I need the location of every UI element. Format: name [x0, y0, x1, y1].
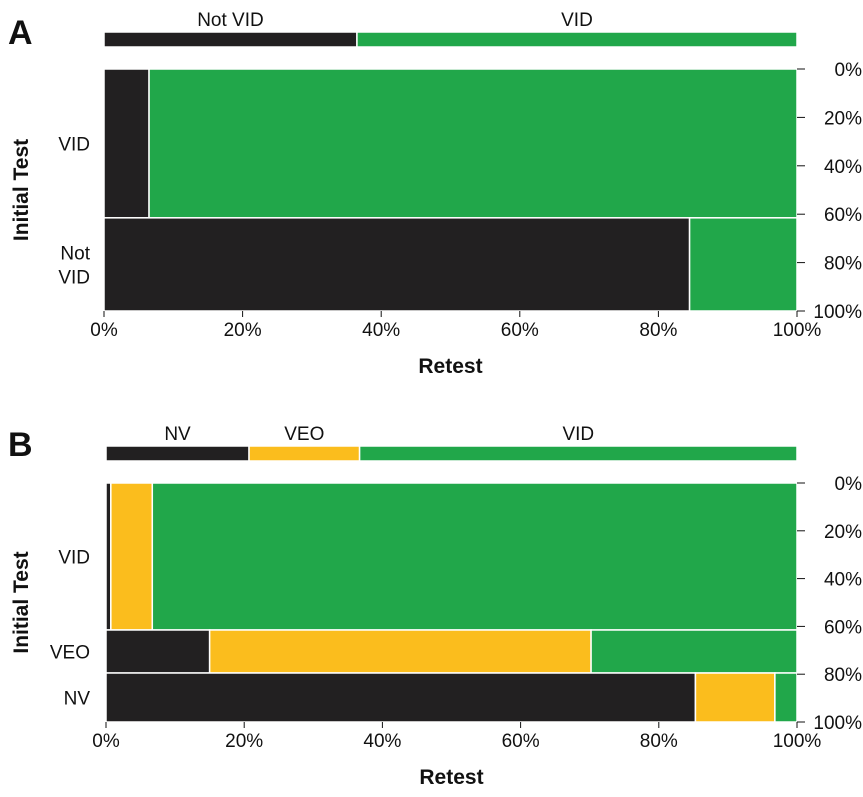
- panel-b-x-tick-label: 100%: [773, 731, 822, 752]
- panel-a-x-tick-label: 40%: [362, 320, 400, 341]
- panel-b-x-tick-label: 0%: [92, 731, 120, 752]
- panel-b-row-label: VID: [58, 547, 90, 568]
- panel-b-x-tick-label: 20%: [225, 731, 263, 752]
- panel-a-marginal-bar-not-vid: [103, 31, 358, 48]
- panel-a-tile-row1-col0: [103, 217, 691, 312]
- panel-a-tile-row1-col1: [688, 217, 798, 312]
- panel-b-tile-row0-col2: [151, 482, 798, 631]
- panel-b-y-tick-label: 100%: [813, 713, 862, 734]
- panel-b-tile-row1-col0: [105, 629, 211, 674]
- panel-a-tile-row0-col1: [148, 68, 798, 219]
- panel-a-y-axis-title: Initial Test: [10, 139, 33, 241]
- panel-b-y-tick-label: 40%: [824, 570, 862, 591]
- panel-b-marginal-bar-vid: [358, 445, 798, 462]
- panel-a-letter: A: [8, 14, 33, 52]
- panel-b-tile-row1-col1: [208, 629, 592, 674]
- panel-b-marginal-bar-veo: [248, 445, 361, 462]
- panel-a-x-axis-title: Retest: [418, 355, 482, 378]
- panel-a-x-tick-label: 60%: [501, 320, 539, 341]
- panel-b-x-tick-label: 80%: [640, 731, 678, 752]
- panel-a-marginal-bar-vid: [356, 31, 798, 48]
- panel-b-y-tick-label: 80%: [824, 665, 862, 686]
- panel-a-tile-row0-col0: [103, 68, 150, 219]
- panel-b-tile-row0-col1: [110, 482, 154, 631]
- panel-b-tile-row1-col2: [590, 629, 798, 674]
- panel-b-tile-row2-col1: [694, 672, 776, 723]
- panel-b-row-label: NV: [64, 689, 91, 710]
- panel-b-x-tick-label: 40%: [363, 731, 401, 752]
- panel-a-row-label: Not: [60, 243, 90, 264]
- panel-a-y-tick-label: 100%: [813, 302, 862, 323]
- panel-b-marginal-bar-nv: [105, 445, 250, 462]
- panel-a-y-tick-label: 0%: [835, 60, 863, 81]
- panel-a-x-tick-label: 0%: [90, 320, 118, 341]
- panel-b-marginal-label: VEO: [284, 424, 324, 445]
- panel-b-marginal-label: NV: [164, 424, 191, 445]
- panel-b-row-label: VEO: [50, 642, 90, 663]
- panel-b-tile-row2-col2: [774, 672, 798, 723]
- panel-a-y-tick-label: 80%: [824, 254, 862, 275]
- panel-a-x-tick-label: 20%: [224, 320, 262, 341]
- panel-b-tile-row2-col0: [105, 672, 697, 723]
- panel-b-marginal-label: VID: [562, 424, 594, 445]
- panel-a-marginal-label: VID: [561, 10, 593, 31]
- panel-b-x-tick-label: 60%: [502, 731, 540, 752]
- panel-b-letter: B: [8, 426, 33, 464]
- panel-b-y-tick-label: 60%: [824, 617, 862, 638]
- panel-a-row-label: VID: [58, 267, 90, 288]
- panel-a-y-tick-label: 20%: [824, 108, 862, 129]
- panel-a-y-tick-label: 60%: [824, 205, 862, 226]
- panel-b-y-axis-title: Initial Test: [10, 551, 33, 653]
- panel-a-x-tick-label: 80%: [639, 320, 677, 341]
- panel-b-y-tick-label: 20%: [824, 522, 862, 543]
- panel-a-x-tick-label: 100%: [773, 320, 822, 341]
- panel-b-y-tick-label: 0%: [835, 474, 863, 495]
- panel-a-row-label: VID: [58, 134, 90, 155]
- panel-a-y-tick-label: 40%: [824, 157, 862, 178]
- panel-b-x-axis-title: Retest: [419, 766, 483, 789]
- panel-a-marginal-label: Not VID: [197, 10, 264, 31]
